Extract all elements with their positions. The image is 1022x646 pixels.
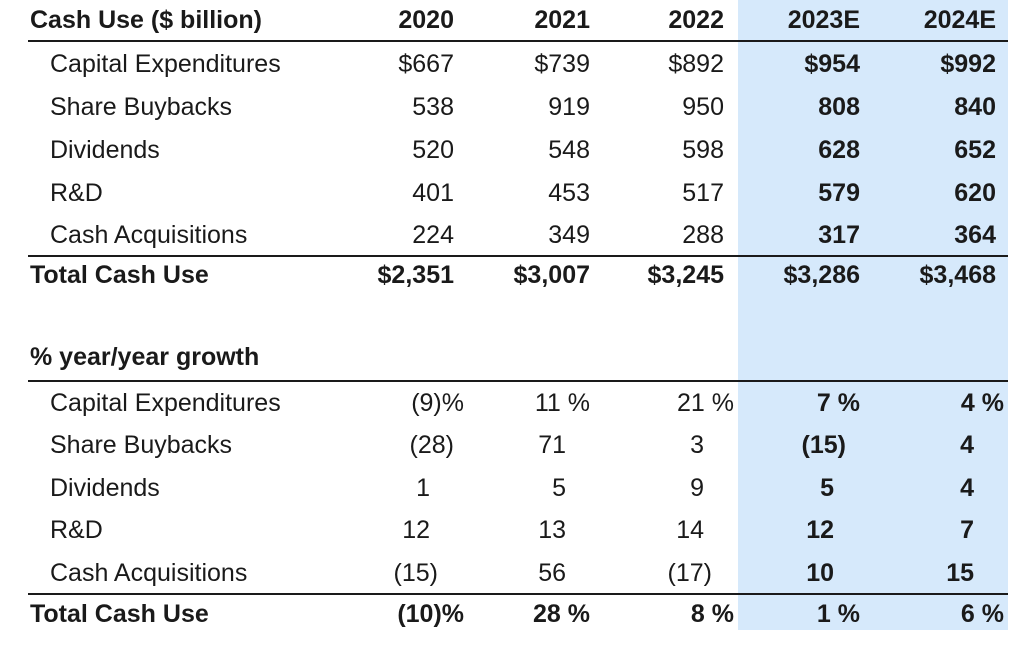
growth-2022: 14 — [676, 516, 704, 544]
year-2023e-header: 2023E — [787, 6, 860, 34]
total-2020: $2,351 — [377, 261, 454, 289]
growth-2021: 56 — [538, 559, 566, 587]
growth-2021: 5 — [552, 474, 566, 502]
growth-2021: 11 % — [534, 389, 590, 417]
value-2024e: 840 — [954, 93, 996, 121]
growth-2022: 21 % — [677, 389, 734, 417]
value-2020: 224 — [412, 221, 454, 249]
growth-total-rule — [28, 593, 1008, 595]
value-2021: 548 — [548, 136, 590, 164]
table-title: Cash Use ($ billion) — [30, 6, 262, 34]
year-2022-header: 2022 — [668, 6, 724, 34]
table-row: R&D 401 453 517 579 620 — [0, 173, 1022, 213]
growth-total-label: Total Cash Use — [30, 600, 209, 628]
value-2022: 598 — [682, 136, 724, 164]
growth-2023e: 10 — [806, 559, 834, 587]
growth-2023e: 12 — [806, 516, 834, 544]
growth-section-title: % year/year growth — [30, 343, 260, 371]
growth-2023e: (15) — [801, 431, 846, 459]
header-row: Cash Use ($ billion) 2020 2021 2022 2023… — [0, 0, 1022, 40]
value-2021: 453 — [548, 179, 590, 207]
growth-2024e: 15 — [946, 559, 974, 587]
row-label: Dividends — [50, 136, 160, 164]
growth-2020: 1 — [416, 474, 430, 502]
table-row: Cash Acquisitions 224 349 288 317 364 — [0, 215, 1022, 255]
value-2023e: 317 — [818, 221, 860, 249]
total-label: Total Cash Use — [30, 261, 209, 289]
growth-2023e: 5 — [820, 474, 834, 502]
table-row: Capital Expenditures (9)% 11 % 21 % 7 % … — [0, 383, 1022, 423]
total-2022: $3,245 — [647, 261, 724, 289]
growth-2022: 3 — [690, 431, 704, 459]
growth-2020: (28) — [409, 431, 454, 459]
value-2023e: 808 — [818, 93, 860, 121]
value-2024e: 620 — [954, 179, 996, 207]
value-2023e: $954 — [804, 50, 860, 78]
value-2021: $739 — [534, 50, 590, 78]
total-row: Total Cash Use $2,351 $3,007 $3,245 $3,2… — [0, 255, 1022, 295]
year-2021-header: 2021 — [534, 6, 590, 34]
row-label: Dividends — [50, 474, 160, 502]
value-2024e: 364 — [954, 221, 996, 249]
table-row: Share Buybacks (28) 71 3 (15) 4 — [0, 425, 1022, 465]
value-2021: 919 — [548, 93, 590, 121]
value-2021: 349 — [548, 221, 590, 249]
growth-2024e: 7 — [960, 516, 974, 544]
growth-2022: (17) — [667, 559, 712, 587]
table-row: Dividends 1 5 9 5 4 — [0, 468, 1022, 508]
growth-total-2020: (10)% — [397, 600, 464, 628]
growth-2022: 9 — [690, 474, 704, 502]
value-2022: 950 — [682, 93, 724, 121]
row-label: R&D — [50, 516, 103, 544]
growth-2024e: 4 % — [960, 389, 1004, 417]
total-2024e: $3,468 — [919, 261, 996, 289]
growth-total-2021: 28 % — [533, 600, 590, 628]
value-2024e: 652 — [954, 136, 996, 164]
row-label: Capital Expenditures — [50, 50, 281, 78]
growth-header-row: % year/year growth — [0, 337, 1022, 377]
value-2022: 288 — [682, 221, 724, 249]
value-2023e: 579 — [818, 179, 860, 207]
growth-2024e: 4 — [960, 474, 974, 502]
growth-2024e: 4 — [960, 431, 974, 459]
row-label: Share Buybacks — [50, 93, 233, 121]
growth-2023e: 7 % — [816, 389, 860, 417]
value-2020: 538 — [412, 93, 454, 121]
growth-2020: 12 — [402, 516, 430, 544]
value-2023e: 628 — [818, 136, 860, 164]
total-rule — [28, 255, 1008, 257]
growth-total-2022: 8 % — [690, 600, 734, 628]
row-label: Capital Expenditures — [50, 389, 281, 417]
year-2024e-header: 2024E — [923, 6, 996, 34]
value-2020: 520 — [412, 136, 454, 164]
row-label: Share Buybacks — [50, 431, 233, 459]
table-row: Share Buybacks 538 919 950 808 840 — [0, 87, 1022, 127]
total-2023e: $3,286 — [783, 261, 860, 289]
growth-2020: (15) — [393, 559, 438, 587]
year-2020-header: 2020 — [398, 6, 454, 34]
row-label: Cash Acquisitions — [50, 559, 248, 587]
total-2021: $3,007 — [513, 261, 590, 289]
table-row: Capital Expenditures $667 $739 $892 $954… — [0, 44, 1022, 84]
growth-header-rule — [28, 380, 1008, 382]
table-row: R&D 12 13 14 12 7 — [0, 510, 1022, 550]
row-label: R&D — [50, 179, 103, 207]
table-row: Cash Acquisitions (15) 56 (17) 10 15 — [0, 553, 1022, 593]
table-row: Dividends 520 548 598 628 652 — [0, 130, 1022, 170]
value-2020: 401 — [412, 179, 454, 207]
growth-2020: (9)% — [411, 389, 464, 417]
header-rule — [28, 40, 1008, 42]
estimate-columns-highlight — [738, 0, 1008, 630]
growth-total-2023e: 1 % — [816, 600, 860, 628]
row-label: Cash Acquisitions — [50, 221, 248, 249]
value-2024e: $992 — [940, 50, 996, 78]
growth-2021: 13 — [538, 516, 566, 544]
value-2022: 517 — [682, 179, 724, 207]
value-2020: $667 — [398, 50, 454, 78]
growth-total-2024e: 6 % — [960, 600, 1004, 628]
growth-2021: 71 — [538, 431, 566, 459]
growth-total-row: Total Cash Use (10)% 28 % 8 % 1 % 6 % — [0, 594, 1022, 634]
value-2022: $892 — [668, 50, 724, 78]
